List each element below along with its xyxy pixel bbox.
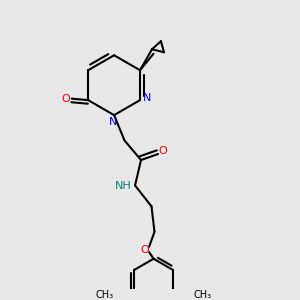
Text: N: N [108, 117, 117, 127]
Text: N: N [142, 93, 151, 103]
Text: O: O [158, 146, 167, 156]
Text: CH₃: CH₃ [96, 290, 114, 300]
Text: CH₃: CH₃ [194, 290, 211, 300]
Text: O: O [61, 94, 70, 103]
Text: O: O [140, 245, 149, 255]
Text: NH: NH [115, 181, 132, 191]
